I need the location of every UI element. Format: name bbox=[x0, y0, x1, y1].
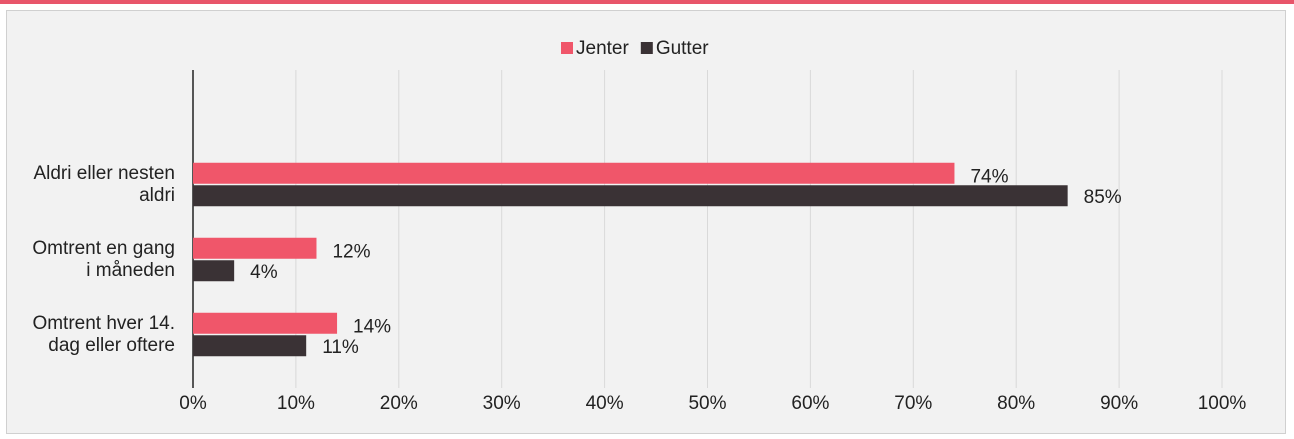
legend-label: Jenter bbox=[576, 38, 629, 59]
value-label: 14% bbox=[353, 316, 391, 337]
x-tick-label: 100% bbox=[1198, 393, 1247, 414]
legend-label: Gutter bbox=[656, 38, 709, 59]
x-tick-label: 70% bbox=[894, 393, 932, 414]
x-tick-label: 0% bbox=[179, 393, 207, 414]
y-tick-label: Omtrent en gang i måneden bbox=[32, 237, 175, 281]
x-tick-label: 20% bbox=[380, 393, 418, 414]
value-label: 12% bbox=[332, 241, 370, 262]
top-bar bbox=[0, 0, 1294, 4]
bar bbox=[193, 312, 338, 334]
x-tick-label: 10% bbox=[277, 393, 315, 414]
bar bbox=[193, 185, 1068, 207]
y-tick-label: Omtrent hver 14. dag eller oftere bbox=[32, 312, 175, 356]
x-tick-label: 50% bbox=[688, 393, 726, 414]
bar bbox=[193, 335, 307, 357]
value-label: 74% bbox=[970, 166, 1008, 187]
legend-swatch bbox=[561, 42, 573, 54]
chart-panel bbox=[6, 10, 1286, 434]
value-label: 4% bbox=[250, 262, 278, 283]
x-tick-label: 30% bbox=[483, 393, 521, 414]
x-tick-label: 40% bbox=[586, 393, 624, 414]
x-tick-label: 60% bbox=[791, 393, 829, 414]
y-tick-label: Aldri eller nesten aldri bbox=[33, 162, 175, 206]
value-label: 85% bbox=[1084, 187, 1122, 208]
bar bbox=[193, 260, 235, 282]
legend-swatch bbox=[640, 42, 653, 54]
value-label: 11% bbox=[322, 337, 359, 358]
bar bbox=[193, 237, 317, 259]
bar bbox=[193, 162, 955, 184]
x-tick-label: 80% bbox=[997, 393, 1035, 414]
x-tick-label: 90% bbox=[1100, 393, 1138, 414]
